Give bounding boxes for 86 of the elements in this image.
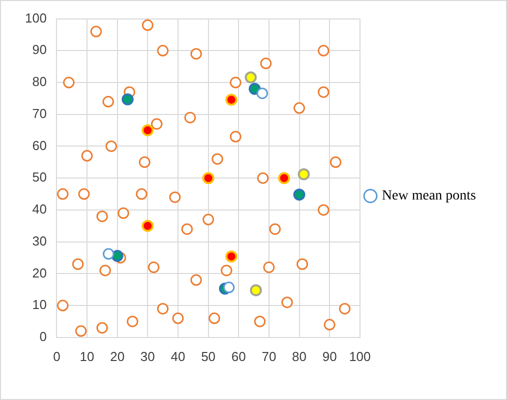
legend-label: New mean ponts	[382, 188, 476, 204]
point	[330, 156, 342, 168]
point	[281, 296, 293, 308]
point	[269, 223, 281, 235]
y-tick-label: 90	[32, 42, 47, 58]
point	[57, 188, 69, 200]
point	[122, 93, 134, 106]
point	[263, 262, 275, 274]
x-tick-label: 100	[349, 348, 371, 364]
point	[102, 248, 114, 260]
x-tick-label: 50	[201, 348, 216, 364]
point	[57, 300, 69, 312]
point	[257, 172, 269, 184]
point	[81, 150, 93, 162]
point	[181, 223, 193, 235]
point	[230, 76, 242, 88]
point	[230, 130, 242, 142]
x-tick-label: 20	[110, 348, 125, 364]
point	[223, 282, 235, 294]
point	[142, 19, 154, 31]
y-tick-label: 60	[32, 138, 47, 153]
point	[318, 86, 330, 98]
x-tick-label: 60	[231, 348, 246, 364]
point	[72, 258, 84, 270]
point	[225, 250, 238, 262]
point	[256, 88, 268, 100]
point	[157, 44, 169, 56]
point	[102, 96, 114, 108]
point	[294, 102, 306, 114]
point	[202, 172, 214, 184]
x-tick-label: 10	[80, 348, 94, 364]
point	[142, 220, 154, 232]
point	[250, 284, 262, 296]
point	[75, 325, 87, 337]
point	[118, 207, 130, 219]
y-tick-label: 70	[32, 106, 47, 121]
y-tick-label: 50	[32, 170, 47, 185]
point	[318, 44, 330, 56]
point	[244, 71, 257, 84]
point	[63, 76, 75, 88]
y-tick-label: 10	[32, 297, 47, 312]
point	[96, 210, 108, 222]
y-tick-label: 100	[24, 10, 47, 26]
y-tick-label: 20	[32, 265, 47, 280]
point	[220, 264, 232, 276]
point	[278, 172, 290, 184]
point	[111, 250, 124, 262]
x-tick-label: 0	[53, 348, 60, 364]
x-tick-label: 30	[140, 348, 155, 364]
y-tick-label: 80	[32, 74, 47, 90]
point	[254, 316, 266, 328]
point	[339, 302, 350, 314]
point	[148, 262, 160, 274]
x-tick-label: 90	[322, 348, 337, 364]
point	[90, 26, 102, 38]
point	[318, 204, 330, 216]
point	[96, 322, 108, 334]
point	[296, 258, 308, 270]
point	[260, 58, 272, 70]
point	[172, 312, 184, 324]
y-tick-label: 0	[39, 328, 47, 344]
x-tick-label: 80	[292, 348, 306, 364]
point	[190, 274, 202, 286]
point	[225, 94, 238, 106]
point	[208, 312, 220, 324]
point	[106, 140, 118, 152]
point	[212, 153, 224, 165]
point	[151, 118, 163, 130]
x-tick-label: 40	[170, 348, 186, 364]
point	[99, 264, 111, 276]
point	[298, 168, 310, 180]
point	[136, 188, 148, 200]
point	[184, 112, 196, 124]
y-tick-label: 40	[32, 202, 47, 217]
point	[157, 302, 169, 314]
point	[293, 188, 306, 201]
point	[190, 48, 202, 60]
point	[78, 188, 90, 200]
point	[138, 156, 150, 168]
point	[324, 318, 336, 330]
point	[142, 124, 154, 136]
y-tick-label: 30	[32, 233, 47, 248]
point	[202, 214, 214, 226]
point	[126, 316, 138, 328]
point	[169, 191, 181, 203]
x-tick-label: 70	[262, 348, 276, 364]
